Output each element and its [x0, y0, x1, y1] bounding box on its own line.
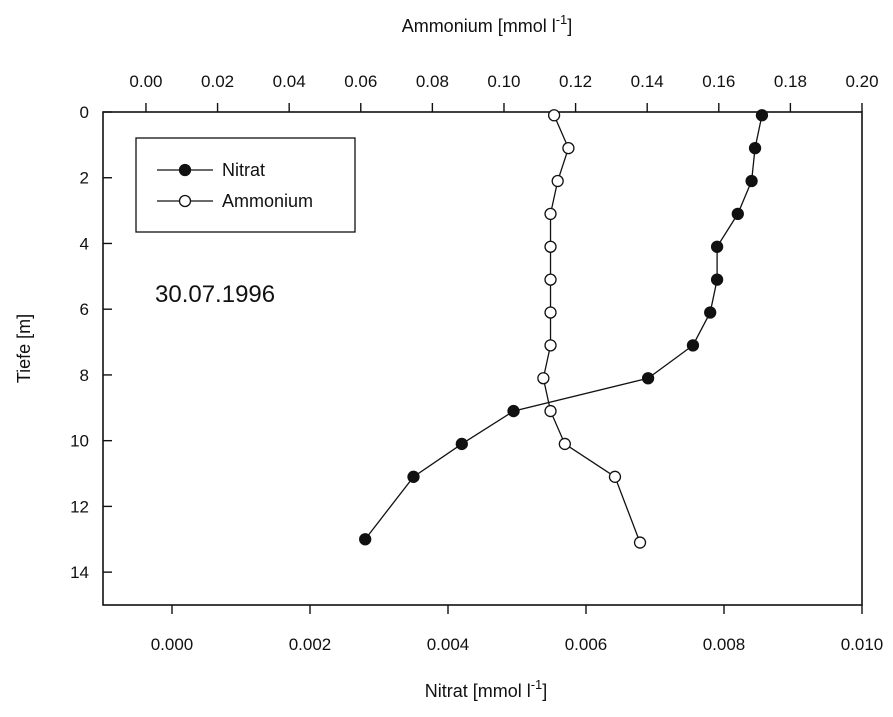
- y-tick-label: 12: [70, 497, 89, 516]
- point-nitrat: [455, 437, 468, 451]
- y-axis-title: Tiefe [m]: [14, 314, 34, 383]
- point-nitrat: [686, 339, 700, 352]
- y-tick-label: 4: [80, 234, 89, 253]
- point-ammonium: [544, 404, 557, 418]
- point-nitrat: [745, 174, 758, 188]
- point-ammonium: [544, 273, 557, 286]
- point-nitrat: [704, 306, 717, 319]
- legend-label: Ammonium: [222, 191, 313, 211]
- x-bottom-tick-label: 0.008: [703, 635, 746, 654]
- point-ammonium: [537, 372, 550, 385]
- legend-marker: [178, 163, 192, 177]
- y-tick-label: 14: [70, 563, 89, 582]
- legend-box: [135, 137, 356, 233]
- point-nitrat: [710, 273, 724, 286]
- y-tick-label: 2: [80, 169, 89, 188]
- series-layer: [359, 109, 769, 549]
- point-ammonium: [544, 207, 557, 221]
- point-ammonium: [608, 470, 622, 483]
- point-nitrat: [755, 109, 769, 122]
- y-tick-label: 0: [80, 103, 89, 122]
- y-tick-label: 6: [80, 300, 89, 319]
- point-ammonium: [544, 306, 557, 319]
- x-top-tick-label: 0.16: [702, 72, 735, 91]
- x-top-tick-label: 0.10: [487, 72, 520, 91]
- x-bottom-axis-title: Nitrat [mmol l-1]: [425, 677, 548, 701]
- plot-frame: [102, 111, 863, 606]
- x-top-tick-label: 0.14: [631, 72, 664, 91]
- point-nitrat: [359, 533, 372, 546]
- point-ammonium: [558, 437, 571, 451]
- x-bottom-tick-label: 0.000: [151, 635, 194, 654]
- x-top-tick-label: 0.04: [273, 72, 306, 91]
- point-nitrat: [710, 240, 724, 253]
- x-top-tick-label: 0.12: [559, 72, 592, 91]
- x-bottom-tick-label: 0.002: [289, 635, 332, 654]
- point-nitrat: [641, 372, 655, 385]
- legend-label: Nitrat: [222, 160, 265, 180]
- point-nitrat: [731, 207, 744, 221]
- point-nitrat: [507, 404, 520, 418]
- axes-layer: 0 2 4 6 8 10 12 14 0.00 0.02 0.04 0.06 0.08 0.10 0.12 0…: [14, 12, 883, 701]
- point-ammonium: [544, 240, 557, 253]
- point-ammonium: [544, 339, 557, 352]
- point-ammonium: [551, 174, 564, 188]
- point-nitrat: [748, 142, 762, 155]
- x-bottom-tick-label: 0.004: [427, 635, 470, 654]
- point-ammonium: [633, 536, 647, 549]
- x-bottom-tick-label: 0.006: [565, 635, 608, 654]
- x-top-tick-label: 0.08: [416, 72, 449, 91]
- x-bottom-tick-label: 0.010: [841, 635, 884, 654]
- point-nitrat: [407, 470, 420, 483]
- series-line-nitrat: [364, 115, 763, 540]
- point-ammonium: [547, 109, 561, 122]
- x-top-tick-label: 0.00: [129, 72, 162, 91]
- x-top-tick-label: 0.06: [344, 72, 377, 91]
- x-top-tick-label: 0.20: [845, 72, 878, 91]
- y-tick-label: 8: [80, 366, 89, 385]
- x-top-tick-label: 0.02: [201, 72, 234, 91]
- point-ammonium: [562, 142, 575, 155]
- date-annotation: 30.07.1996: [155, 281, 275, 308]
- x-top-axis-title: Ammonium [mmol l-1]: [402, 12, 573, 36]
- legend-marker: [178, 194, 192, 208]
- x-top-tick-label: 0.18: [774, 72, 807, 91]
- y-tick-label: 10: [70, 432, 89, 451]
- legend: Nitrat Ammonium: [135, 137, 356, 233]
